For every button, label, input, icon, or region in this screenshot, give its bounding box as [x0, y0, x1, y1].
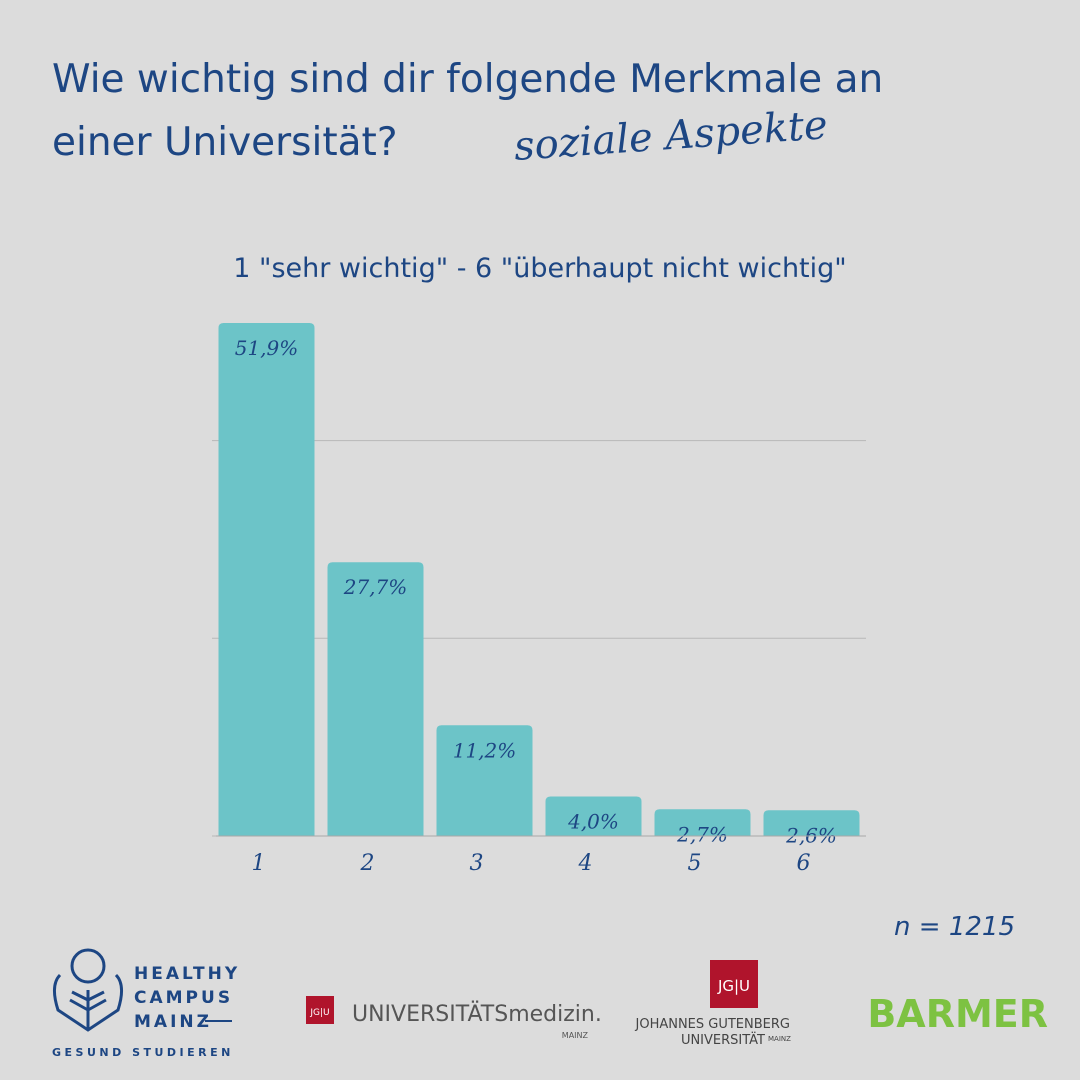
- logo-text: MAINZ: [134, 1012, 212, 1032]
- value-label: 4,0%: [567, 809, 619, 833]
- value-label: 11,2%: [453, 738, 517, 762]
- logo-text: UNIVERSITÄTSmedizin.: [352, 1001, 602, 1027]
- logo-text: JOHANNES GUTENBERG: [635, 1017, 791, 1032]
- chart-title: einer Universität?: [52, 120, 398, 165]
- chart-title: Wie wichtig sind dir folgende Merkmale a…: [52, 57, 883, 102]
- bar: [763, 810, 860, 836]
- value-label: 27,7%: [343, 575, 408, 599]
- bar: [327, 562, 424, 836]
- bar: [545, 796, 642, 836]
- logo-text: HEALTHY: [134, 964, 240, 984]
- healthy-campus-icon: [53, 948, 123, 1032]
- logo-text: MAINZ: [562, 1031, 589, 1040]
- logo-text: UNIVERSITÄT: [681, 1032, 765, 1048]
- bar: [218, 322, 315, 836]
- x-tick-label: 1: [252, 851, 266, 876]
- x-tick-label: 6: [797, 851, 811, 876]
- x-tick-label: 2: [360, 851, 375, 876]
- jgu-box: [306, 996, 334, 1024]
- logo-text: GESUND STUDIEREN: [52, 1046, 234, 1059]
- logo-text: CAMPUS: [134, 988, 233, 1008]
- logo-text: BARMER: [867, 992, 1048, 1036]
- x-tick-label: 4: [578, 851, 593, 876]
- logo-text: JG|U: [309, 1008, 329, 1018]
- scale-note: 1 "sehr wichtig" - 6 "überhaupt nicht wi…: [233, 253, 846, 284]
- bar: [436, 725, 533, 836]
- x-tick-label: 3: [470, 851, 484, 876]
- x-tick-label: 5: [688, 851, 702, 876]
- value-label: 2,6%: [785, 823, 837, 847]
- value-label: 2,7%: [676, 822, 728, 846]
- sample-size: n = 1215: [894, 912, 1015, 942]
- logo-text: JG|U: [717, 977, 750, 995]
- logo-text: MAINZ: [768, 1035, 791, 1043]
- bar: [654, 809, 751, 836]
- value-label: 51,9%: [235, 336, 299, 360]
- jgu-box: [710, 960, 758, 1008]
